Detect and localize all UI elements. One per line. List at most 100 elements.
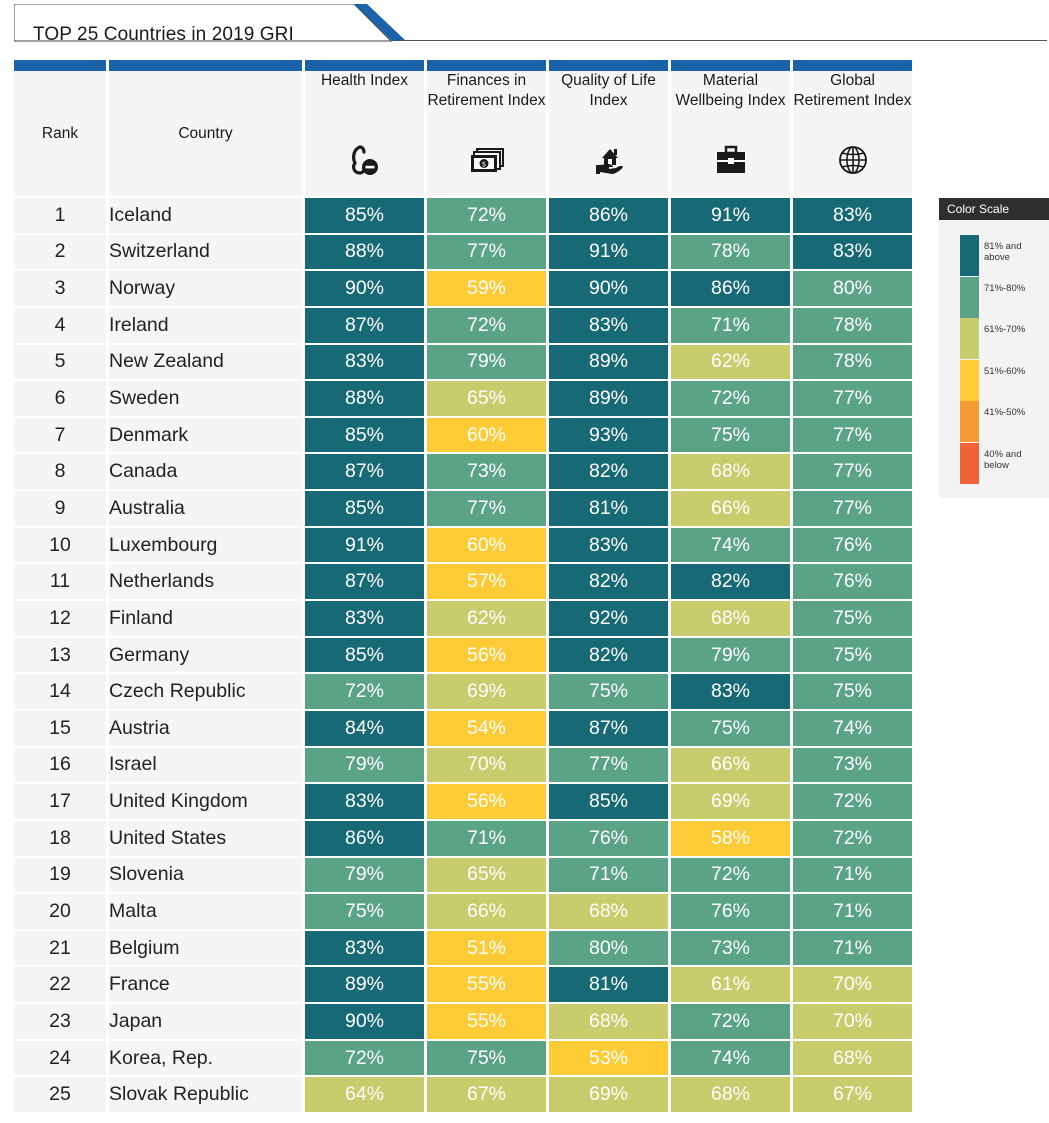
global-retirement-value-cell: 72%: [793, 782, 912, 819]
legend-label: 61%-70%: [984, 324, 1026, 335]
country-cell: United Kingdom: [109, 782, 305, 819]
legend-item: 40% and below: [960, 443, 1040, 484]
health-value-cell: 87%: [305, 305, 427, 343]
rank-cell: 14: [14, 672, 109, 709]
table-row: 2 Switzerland 88% 77% 91% 78% 83%: [14, 232, 912, 270]
finances-index-label: Finances in Retirement Index: [427, 72, 546, 109]
material-wellbeing-value-cell: 66%: [671, 745, 793, 783]
material-wellbeing-value-cell: 72%: [671, 1002, 793, 1039]
table-row: 24 Korea, Rep. 72% 75% 53% 74% 68%: [14, 1038, 912, 1076]
finances-value-cell: 51%: [427, 928, 549, 966]
global-retirement-value-cell: 71%: [793, 892, 912, 929]
rank-cell: 6: [14, 379, 109, 416]
health-value-cell: 90%: [305, 269, 427, 306]
finances-value-cell: 72%: [427, 305, 549, 343]
rank-cell: 13: [14, 635, 109, 673]
material-wellbeing-value-cell: 82%: [671, 562, 793, 600]
finances-value-cell: 60%: [427, 525, 549, 563]
global-retirement-value-cell: 72%: [793, 818, 912, 856]
table-row: 23 Japan 90% 55% 68% 72% 70%: [14, 1002, 912, 1039]
table-row: 20 Malta 75% 66% 68% 76% 71%: [14, 892, 912, 929]
health-value-cell: 64%: [305, 1075, 427, 1113]
global-retirement-value-cell: 71%: [793, 855, 912, 893]
table-row: 1 Iceland 85% 72% 86% 91% 83%: [14, 196, 912, 233]
rank-cell: 19: [14, 855, 109, 893]
finances-value-cell: 59%: [427, 269, 549, 306]
quality-of-life-value-cell: 71%: [549, 855, 671, 893]
table-row: 22 France 89% 55% 81% 61% 70%: [14, 965, 912, 1003]
country-cell: Austria: [109, 708, 305, 746]
material-wellbeing-value-cell: 86%: [671, 269, 793, 306]
global-retirement-label: Global Retirement Index: [793, 72, 912, 109]
global-retirement-value-cell: 68%: [793, 1038, 912, 1076]
finances-value-cell: 72%: [427, 196, 549, 233]
table-row: 18 United States 86% 71% 76% 58% 72%: [14, 818, 912, 856]
global-retirement-value-cell: 73%: [793, 745, 912, 783]
country-cell: New Zealand: [109, 342, 305, 380]
country-cell: Sweden: [109, 379, 305, 416]
global-retirement-value-cell: 76%: [793, 525, 912, 563]
title-tab-shape: [14, 4, 406, 42]
global-retirement-value-cell: 76%: [793, 562, 912, 600]
material-wellbeing-value-cell: 75%: [671, 415, 793, 453]
health-value-cell: 85%: [305, 196, 427, 233]
table-row: 21 Belgium 83% 51% 80% 73% 71%: [14, 928, 912, 966]
health-value-cell: 88%: [305, 232, 427, 270]
quality-of-life-value-cell: 82%: [549, 452, 671, 490]
country-cell: Ireland: [109, 305, 305, 343]
country-cell: Korea, Rep.: [109, 1038, 305, 1076]
health-value-cell: 91%: [305, 525, 427, 563]
health-index-label: Health Index: [320, 72, 409, 89]
table-row: 12 Finland 83% 62% 92% 68% 75%: [14, 599, 912, 636]
title-tab: TOP 25 Countries in 2019 GRI: [14, 4, 406, 45]
legend-item: 81% and above: [960, 235, 1040, 276]
country-cell: Belgium: [109, 928, 305, 966]
table-row: 17 United Kingdom 83% 56% 85% 69% 72%: [14, 782, 912, 819]
finances-value-cell: 56%: [427, 782, 549, 819]
health-value-cell: 87%: [305, 452, 427, 490]
material-wellbeing-value-cell: 74%: [671, 525, 793, 563]
rank-cell: 9: [14, 489, 109, 526]
global-retirement-value-cell: 74%: [793, 708, 912, 746]
quality-of-life-value-cell: 90%: [549, 269, 671, 306]
material-wellbeing-value-cell: 58%: [671, 818, 793, 856]
global-retirement-value-cell: 83%: [793, 196, 912, 233]
health-value-cell: 83%: [305, 928, 427, 966]
legend-swatch: [960, 401, 979, 442]
country-cell: Denmark: [109, 415, 305, 453]
table-row: 6 Sweden 88% 65% 89% 72% 77%: [14, 379, 912, 416]
rank-header: Rank: [14, 71, 109, 196]
globe-icon: [838, 146, 867, 174]
quality-of-life-value-cell: 77%: [549, 745, 671, 783]
legend-item: 51%-60%: [960, 360, 1040, 401]
health-value-cell: 87%: [305, 562, 427, 600]
finances-value-cell: 55%: [427, 965, 549, 1003]
health-value-cell: 89%: [305, 965, 427, 1003]
quality-of-life-value-cell: 68%: [549, 892, 671, 929]
gri-table: Rank Country Health Index Finances in Re…: [14, 60, 912, 1113]
page-title: TOP 25 Countries in 2019 GRI: [33, 24, 294, 45]
svg-text:$: $: [481, 161, 485, 169]
finances-value-cell: 54%: [427, 708, 549, 746]
table-row: 10 Luxembourg 91% 60% 83% 74% 76%: [14, 525, 912, 563]
material-wellbeing-value-cell: 71%: [671, 305, 793, 343]
global-retirement-value-cell: 70%: [793, 965, 912, 1003]
quality-of-life-value-cell: 86%: [549, 196, 671, 233]
health-value-cell: 72%: [305, 1038, 427, 1076]
house-hand-icon: [595, 149, 623, 174]
material-wellbeing-header: Material Wellbeing Index: [671, 71, 793, 196]
table-row: 16 Israel 79% 70% 77% 66% 73%: [14, 745, 912, 783]
rank-cell: 22: [14, 965, 109, 1003]
rank-cell: 8: [14, 452, 109, 490]
finances-value-cell: 66%: [427, 892, 549, 929]
table-row: 8 Canada 87% 73% 82% 68% 77%: [14, 452, 912, 490]
title-underline: [400, 40, 1047, 41]
header-row: Rank Country Health Index Finances in Re…: [14, 71, 912, 196]
global-retirement-value-cell: 70%: [793, 1002, 912, 1039]
material-wellbeing-value-cell: 76%: [671, 892, 793, 929]
table-row: 19 Slovenia 79% 65% 71% 72% 71%: [14, 855, 912, 893]
finances-value-cell: 73%: [427, 452, 549, 490]
table-body: 1 Iceland 85% 72% 86% 91% 83% 2 Switzerland 88% 77…: [14, 196, 912, 1113]
briefcase-icon: [716, 145, 745, 173]
header-accent-bar: [14, 60, 912, 71]
